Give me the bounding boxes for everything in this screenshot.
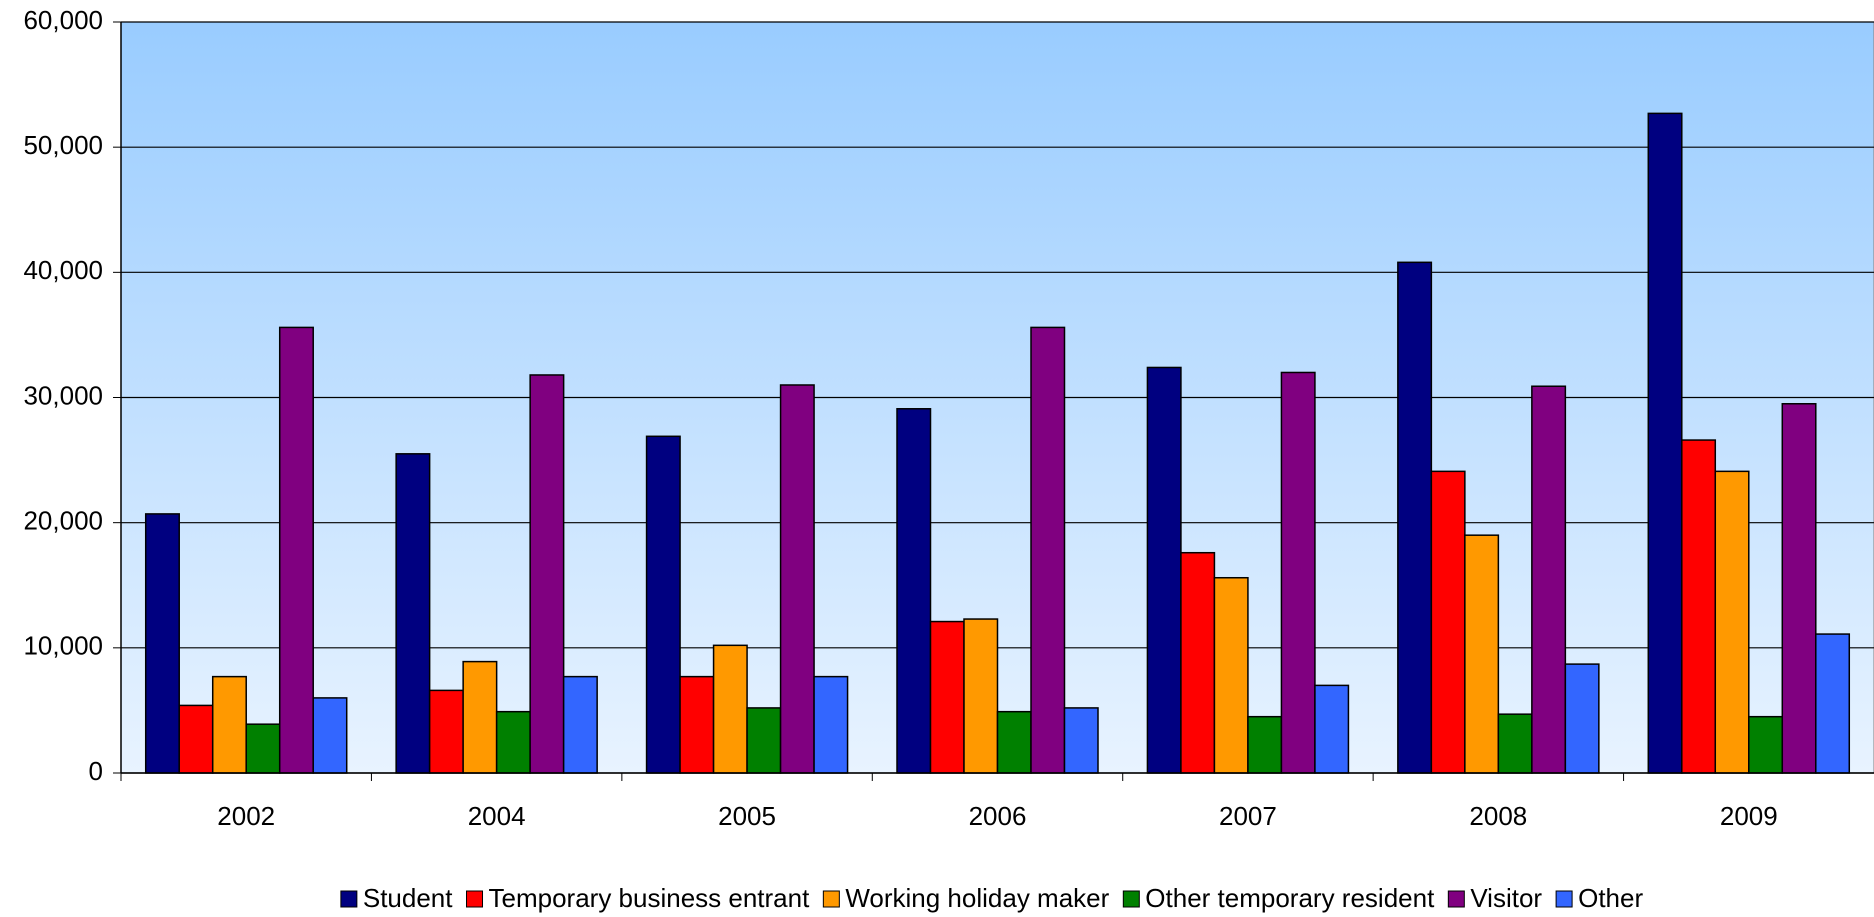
- legend-swatch: [1555, 890, 1573, 908]
- bar: [178, 704, 214, 774]
- legend-swatch: [466, 890, 484, 908]
- legend-label: Other: [1578, 883, 1643, 913]
- x-tick-label: 2005: [718, 801, 776, 831]
- y-tick-label: 40,000: [23, 255, 103, 285]
- x-tick-label: 2002: [217, 801, 275, 831]
- x-tick-label: 2006: [969, 801, 1027, 831]
- bar: [813, 675, 849, 774]
- bar: [929, 620, 965, 774]
- y-tick-label: 30,000: [23, 380, 103, 410]
- bar: [395, 453, 431, 774]
- legend-swatch: [340, 890, 358, 908]
- x-tick-label: 2008: [1469, 801, 1527, 831]
- legend-label: Student: [363, 883, 453, 913]
- legend-label: Working holiday maker: [845, 883, 1109, 913]
- bar: [963, 618, 999, 774]
- bar: [1247, 715, 1283, 774]
- bar: [1815, 633, 1851, 774]
- bar: [1430, 470, 1466, 774]
- y-tick-label: 50,000: [23, 130, 103, 160]
- x-tick-label: 2009: [1720, 801, 1778, 831]
- bar: [1314, 684, 1350, 774]
- bar: [312, 697, 348, 774]
- bar: [428, 689, 464, 774]
- bar: [1497, 713, 1533, 774]
- legend-swatch: [1447, 890, 1465, 908]
- bar: [1397, 261, 1433, 774]
- bar: [211, 675, 247, 774]
- bar: [1063, 707, 1099, 774]
- bar: [278, 326, 314, 774]
- bar: [896, 408, 932, 774]
- bar: [1030, 326, 1066, 774]
- x-tick-label: 2004: [468, 801, 526, 831]
- bar: [1213, 576, 1249, 774]
- bar: [144, 513, 180, 774]
- y-tick-label: 60,000: [23, 5, 103, 35]
- legend-label: Other temporary resident: [1145, 883, 1435, 913]
- bar: [1714, 470, 1750, 774]
- legend-label: Visitor: [1470, 883, 1542, 913]
- bar: [645, 435, 681, 774]
- bar: [1647, 112, 1683, 774]
- legend-label: Temporary business entrant: [489, 883, 811, 913]
- bar: [495, 710, 531, 774]
- y-tick-label: 20,000: [23, 506, 103, 536]
- bar: [1681, 439, 1717, 774]
- bar: [1531, 385, 1567, 774]
- x-tick-label: 2007: [1219, 801, 1277, 831]
- bar: [996, 710, 1032, 774]
- bar: [1280, 371, 1316, 774]
- y-tick-label: 0: [89, 756, 103, 786]
- bar: [1464, 534, 1500, 774]
- legend-swatch: [822, 890, 840, 908]
- bar: [245, 723, 281, 774]
- legend-swatch: [1122, 890, 1140, 908]
- bar: [1781, 403, 1817, 774]
- bar: [746, 707, 782, 774]
- bar: [779, 384, 815, 774]
- bar: [1180, 551, 1216, 774]
- bar: [1564, 663, 1600, 774]
- bar: [712, 644, 748, 774]
- y-tick-label: 10,000: [23, 631, 103, 661]
- bar: [529, 374, 565, 774]
- bar: [462, 660, 498, 774]
- bar: [679, 675, 715, 774]
- bar: [1146, 366, 1182, 774]
- bar: [562, 675, 598, 774]
- bar: [1748, 715, 1784, 774]
